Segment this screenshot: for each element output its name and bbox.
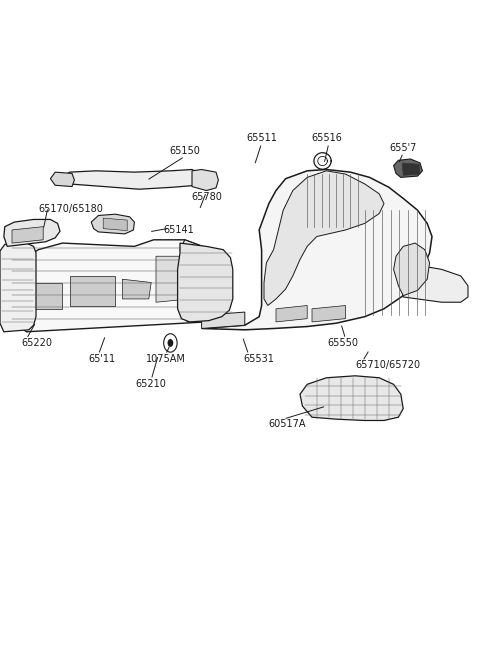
Polygon shape xyxy=(0,243,36,332)
Polygon shape xyxy=(156,256,190,302)
Text: 65550: 65550 xyxy=(328,338,359,348)
Text: 65170/65180: 65170/65180 xyxy=(38,204,103,214)
Text: 60517A: 60517A xyxy=(269,419,306,429)
Polygon shape xyxy=(62,170,202,189)
Polygon shape xyxy=(26,283,62,309)
Text: 65511: 65511 xyxy=(246,133,277,143)
Polygon shape xyxy=(91,214,134,234)
Circle shape xyxy=(168,339,173,347)
Polygon shape xyxy=(402,163,420,175)
Polygon shape xyxy=(202,312,245,328)
Polygon shape xyxy=(300,376,403,420)
Text: 65531: 65531 xyxy=(244,354,275,365)
Text: 65210: 65210 xyxy=(136,379,167,390)
Text: 65150: 65150 xyxy=(169,146,200,156)
Text: 1075AM: 1075AM xyxy=(145,354,186,365)
Polygon shape xyxy=(401,266,468,302)
Polygon shape xyxy=(103,218,127,231)
Polygon shape xyxy=(70,276,115,306)
Text: 65710/65720: 65710/65720 xyxy=(355,359,420,370)
Polygon shape xyxy=(12,227,43,243)
Polygon shape xyxy=(192,170,218,191)
Text: 655'7: 655'7 xyxy=(389,143,417,153)
Text: 65141: 65141 xyxy=(163,225,194,235)
Text: 65780: 65780 xyxy=(191,192,222,202)
Polygon shape xyxy=(394,243,430,296)
Polygon shape xyxy=(264,171,384,306)
Polygon shape xyxy=(394,159,422,177)
Polygon shape xyxy=(50,172,74,187)
Text: 65220: 65220 xyxy=(22,338,53,348)
Polygon shape xyxy=(202,170,432,330)
Polygon shape xyxy=(178,243,233,322)
Polygon shape xyxy=(312,306,346,322)
Polygon shape xyxy=(122,279,151,299)
Text: 65'11: 65'11 xyxy=(89,353,116,364)
Polygon shape xyxy=(4,219,60,246)
Polygon shape xyxy=(180,240,223,322)
Text: 65516: 65516 xyxy=(311,133,342,143)
Polygon shape xyxy=(318,156,327,166)
Polygon shape xyxy=(276,306,307,322)
Polygon shape xyxy=(10,240,221,332)
